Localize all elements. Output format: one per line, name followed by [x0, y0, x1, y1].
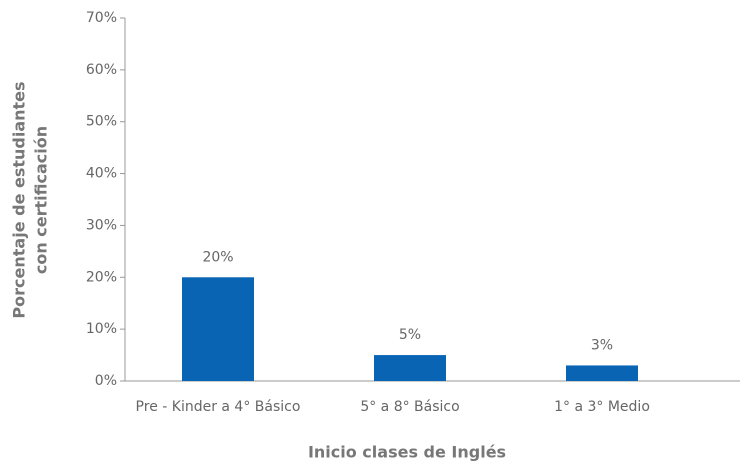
y-axis-title: con certificación	[32, 126, 51, 274]
y-tick-label: 0%	[95, 373, 117, 389]
y-tick-label: 10%	[86, 321, 117, 337]
bar	[374, 355, 446, 381]
x-tick-label: 5° a 8° Básico	[360, 399, 459, 415]
y-tick-label: 40%	[86, 166, 117, 182]
data-label: 3%	[591, 337, 613, 353]
y-axis-title: Porcentaje de estudiantes	[10, 81, 29, 318]
x-axis-title: Inicio clases de Inglés	[308, 443, 506, 462]
y-tick-label: 70%	[86, 10, 117, 26]
y-tick-label: 60%	[86, 62, 117, 78]
x-tick-label: 1° a 3° Medio	[554, 399, 650, 415]
data-label: 20%	[202, 249, 233, 265]
data-label: 5%	[399, 327, 421, 343]
y-tick-label: 30%	[86, 217, 117, 233]
x-tick-label: Pre - Kinder a 4° Básico	[136, 399, 301, 415]
y-tick-label: 20%	[86, 269, 117, 285]
y-tick-label: 50%	[86, 114, 117, 130]
bar	[182, 277, 254, 381]
bar	[566, 365, 638, 381]
